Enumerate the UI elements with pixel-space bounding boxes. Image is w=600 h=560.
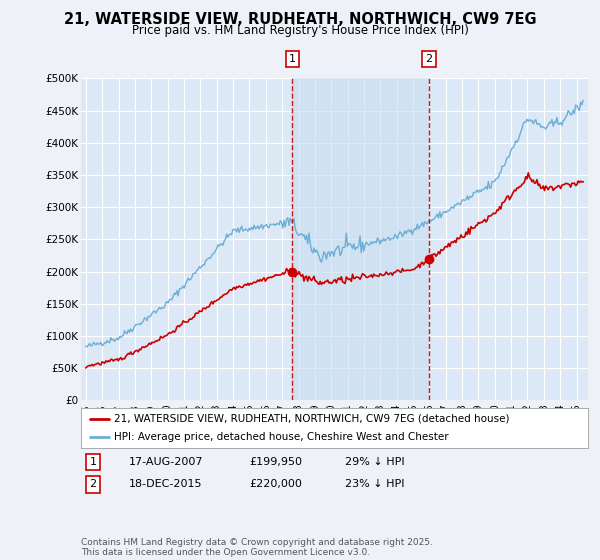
Text: 2: 2 xyxy=(425,54,432,64)
Text: HPI: Average price, detached house, Cheshire West and Chester: HPI: Average price, detached house, Ches… xyxy=(114,432,449,442)
Text: 29% ↓ HPI: 29% ↓ HPI xyxy=(345,457,404,467)
Text: £199,950: £199,950 xyxy=(249,457,302,467)
Text: 2: 2 xyxy=(89,479,97,489)
Text: 18-DEC-2015: 18-DEC-2015 xyxy=(129,479,203,489)
Text: 1: 1 xyxy=(289,54,296,64)
Text: Contains HM Land Registry data © Crown copyright and database right 2025.
This d: Contains HM Land Registry data © Crown c… xyxy=(81,538,433,557)
Text: 21, WATERSIDE VIEW, RUDHEATH, NORTHWICH, CW9 7EG: 21, WATERSIDE VIEW, RUDHEATH, NORTHWICH,… xyxy=(64,12,536,27)
Text: £220,000: £220,000 xyxy=(249,479,302,489)
Text: 1: 1 xyxy=(89,457,97,467)
Bar xyxy=(292,78,429,400)
Text: Price paid vs. HM Land Registry's House Price Index (HPI): Price paid vs. HM Land Registry's House … xyxy=(131,24,469,36)
Text: 23% ↓ HPI: 23% ↓ HPI xyxy=(345,479,404,489)
Text: 21, WATERSIDE VIEW, RUDHEATH, NORTHWICH, CW9 7EG (detached house): 21, WATERSIDE VIEW, RUDHEATH, NORTHWICH,… xyxy=(114,414,509,423)
Text: 17-AUG-2007: 17-AUG-2007 xyxy=(129,457,203,467)
